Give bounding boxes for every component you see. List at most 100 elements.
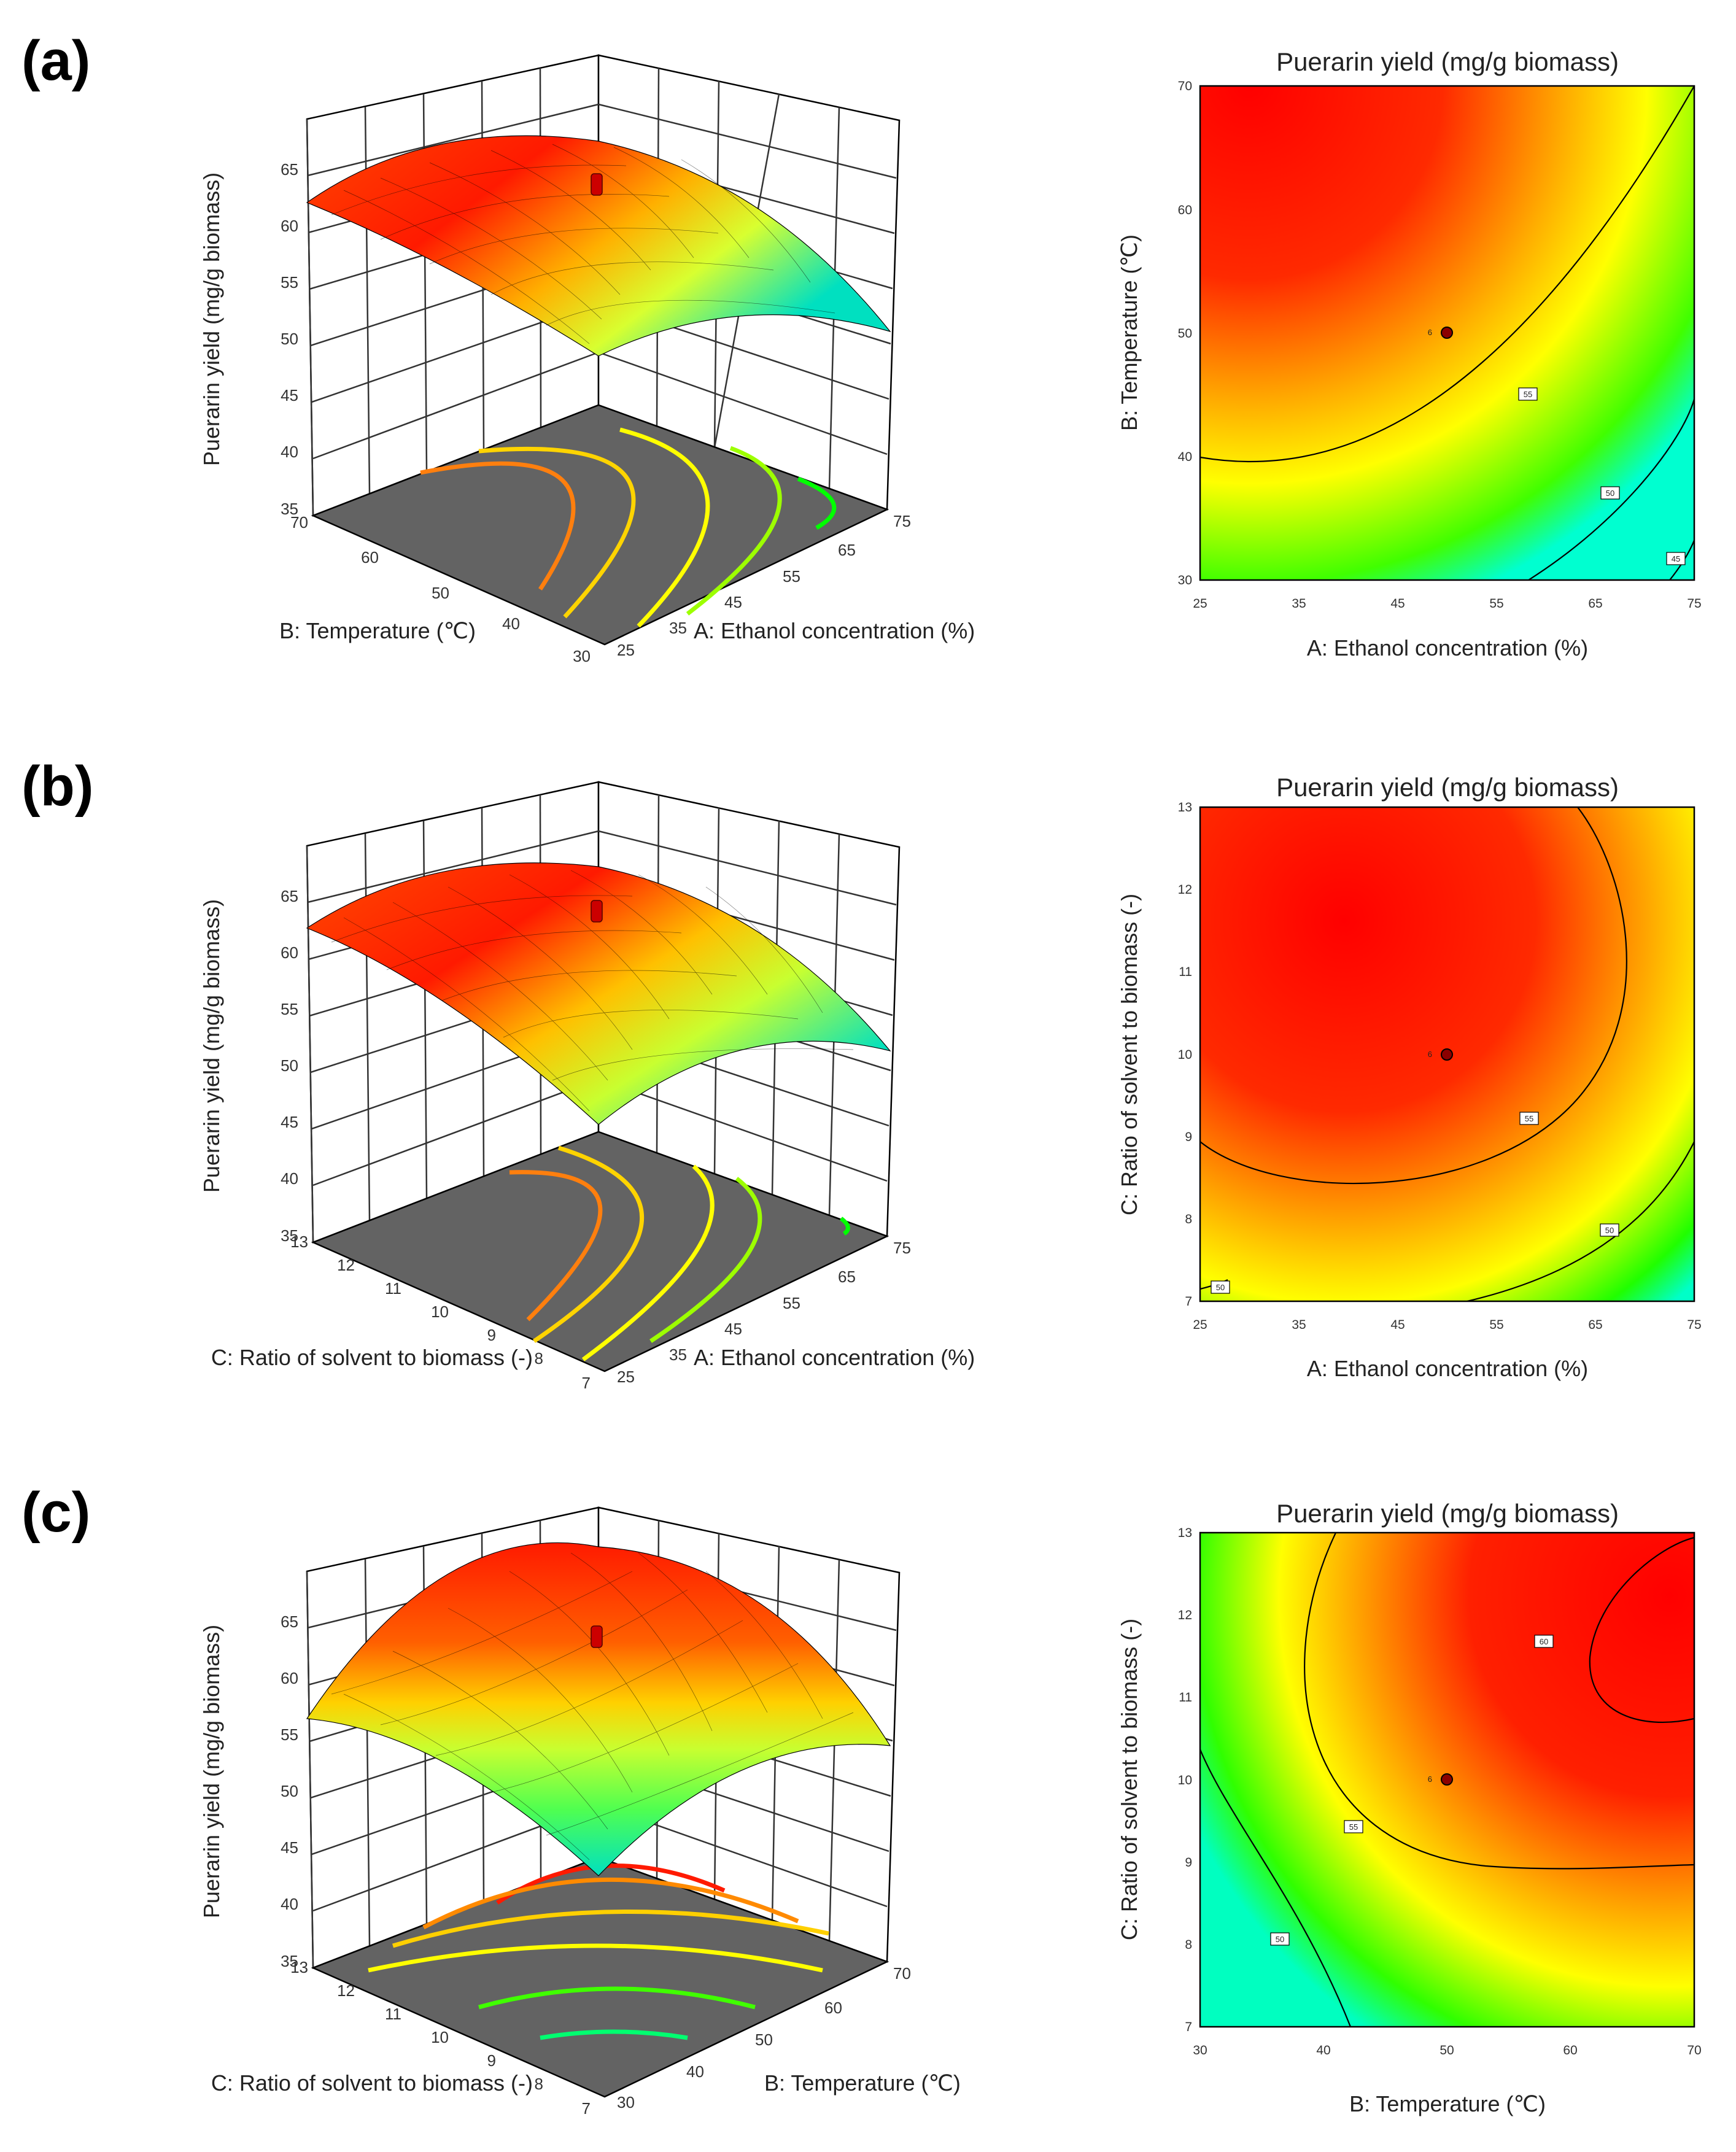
y-axis-title: B: Temperature (℃) (279, 618, 476, 643)
contour-level-label: 45 (1672, 554, 1680, 563)
z-tick-label: 45 (281, 1838, 298, 1857)
contour-level-label: 50 (1605, 1226, 1614, 1235)
z-tick-label: 60 (281, 1669, 298, 1687)
contour-level-label: 50 (1276, 1935, 1284, 1944)
z-tick-label: 40 (281, 1895, 298, 1913)
y-tick-label: 10 (1178, 1773, 1192, 1787)
x-axis-title: B: Temperature (℃) (764, 2070, 961, 2096)
y-tick-label: 40 (502, 614, 520, 633)
y-tick-label: 50 (432, 584, 449, 602)
z-tick-label: 55 (281, 1000, 298, 1018)
y-tick-label: 70 (1178, 79, 1192, 93)
x-tick-label: 75 (1687, 597, 1701, 611)
x-axis-title: A: Ethanol concentration (%) (694, 1345, 975, 1370)
contour-lines (1200, 1533, 1694, 2027)
center-point-label: 6 (1428, 1775, 1432, 1784)
center-point-marker (1441, 1773, 1453, 1786)
surface-3d-design-point (591, 900, 603, 923)
y-ticks: 7 8 9 10 11 12 13 (1178, 800, 1192, 1309)
y-tick-label: 11 (385, 2005, 401, 2023)
y-tick-label: 12 (337, 1256, 355, 1274)
x-tick-label: 35 (1292, 597, 1306, 611)
x-tick-label: 25 (617, 641, 635, 659)
z-tick-label: 40 (281, 1169, 298, 1188)
contour-level-label: 55 (1349, 1822, 1358, 1832)
z-tick-label: 65 (281, 1612, 298, 1631)
x-tick-label: 55 (1489, 1318, 1503, 1332)
contour-title: Puerarin yield (mg/g biomass) (1276, 1499, 1619, 1528)
y-axis-title: B: Temperature (℃) (1117, 234, 1142, 431)
z-tick-label: 50 (281, 330, 298, 348)
z-tick-label: 60 (281, 217, 298, 235)
contour-plot-c: Puerarin yield (mg/g biomass) (1117, 1499, 1702, 2116)
y-tick-label: 40 (1178, 450, 1192, 464)
x-tick-label: 45 (724, 593, 742, 611)
y-axis-ticks: 7 8 9 10 11 12 13 (290, 1958, 591, 2118)
contour-line-labels: 55 50 45 (1518, 387, 1686, 565)
y-tick-label: 10 (431, 1302, 449, 1321)
panel-letter-b: (b) (21, 755, 93, 818)
x-axis-title: A: Ethanol concentration (%) (1307, 1356, 1588, 1381)
x-axis-ticks: 25 35 45 55 65 75 (617, 1239, 911, 1386)
x-tick-label: 30 (1193, 2043, 1207, 2057)
x-tick-label: 45 (1390, 1318, 1405, 1332)
x-tick-label: 55 (1489, 597, 1503, 611)
z-tick-label: 45 (281, 1113, 298, 1131)
contour-plot-b: Puerarin yield (mg/g biomass) (1117, 773, 1702, 1381)
center-point-marker (1441, 327, 1453, 339)
z-tick-label: 60 (281, 943, 298, 962)
y-tick-label: 60 (1178, 203, 1192, 217)
floor-contours (509, 1145, 850, 1361)
panel-b: (b) (21, 755, 1702, 1392)
panel-a: (a) (21, 29, 1702, 665)
contour-frame (1199, 85, 1695, 581)
x-axis-ticks: 30 40 50 60 70 (617, 1964, 911, 2111)
floor-contours (368, 1864, 829, 2040)
y-ticks: 30 40 50 60 70 (1178, 79, 1192, 587)
x-tick-label: 65 (1588, 597, 1602, 611)
x-ticks: 25 35 45 55 65 75 (1193, 1318, 1701, 1332)
z-tick-label: 65 (281, 160, 298, 179)
contour-level-label: 50 (1606, 489, 1614, 498)
y-tick-label: 13 (290, 1233, 308, 1251)
center-point-label: 6 (1428, 328, 1432, 337)
surface-plot-c: 35 40 45 50 55 60 65 Puerarin yield (mg/… (199, 1506, 961, 2118)
floor-contours (420, 427, 837, 628)
y-tick-label: 13 (1178, 800, 1192, 815)
x-tick-label: 50 (1440, 2043, 1454, 2057)
contour-line-labels: 55 50 50 (1211, 1112, 1619, 1294)
y-tick-label: 12 (1178, 883, 1192, 897)
y-tick-label: 9 (487, 1326, 496, 1344)
y-tick-label: 12 (337, 1981, 355, 2000)
y-tick-label: 9 (487, 2051, 496, 2070)
x-tick-label: 45 (724, 1320, 742, 1338)
panel-c: (c) (21, 1481, 1702, 2118)
surface-3d-mesh (306, 1542, 891, 1876)
panel-letter-c: (c) (21, 1481, 90, 1544)
surface-plot-a: 35 40 45 50 55 60 65 Puerarin yield (mg/… (199, 54, 975, 665)
z-tick-label: 35 (281, 500, 298, 518)
x-tick-label: 35 (669, 1345, 687, 1364)
y-tick-label: 11 (1179, 965, 1192, 979)
x-tick-label: 35 (669, 619, 687, 637)
contour-plot-a: Puerarin yield (mg/g biomass) (1117, 47, 1702, 660)
y-tick-label: 7 (582, 2099, 591, 2118)
y-axis-ticks: 30 40 50 60 70 (290, 513, 591, 665)
x-axis-title: A: Ethanol concentration (%) (694, 618, 975, 643)
y-tick-label: 70 (290, 513, 308, 532)
z-axis-title: Puerarin yield (mg/g biomass) (199, 172, 224, 466)
contour-level-label: 60 (1540, 1637, 1548, 1646)
x-tick-label: 40 (686, 2062, 704, 2081)
y-tick-label: 7 (1185, 2020, 1192, 2034)
x-axis-title: A: Ethanol concentration (%) (1307, 635, 1588, 660)
x-tick-label: 40 (1316, 2043, 1330, 2057)
z-axis-ticks: 35 40 45 50 55 60 65 (281, 1612, 298, 1970)
y-axis-title: C: Ratio of solvent to biomass (-) (1117, 894, 1142, 1215)
y-tick-label: 30 (573, 647, 591, 665)
y-tick-label: 9 (1185, 1856, 1192, 1870)
contour-frame (1199, 1531, 1695, 2028)
z-tick-label: 65 (281, 887, 298, 905)
x-tick-label: 75 (893, 1239, 911, 1257)
x-tick-label: 25 (617, 1368, 635, 1386)
x-tick-label: 25 (1193, 1318, 1207, 1332)
